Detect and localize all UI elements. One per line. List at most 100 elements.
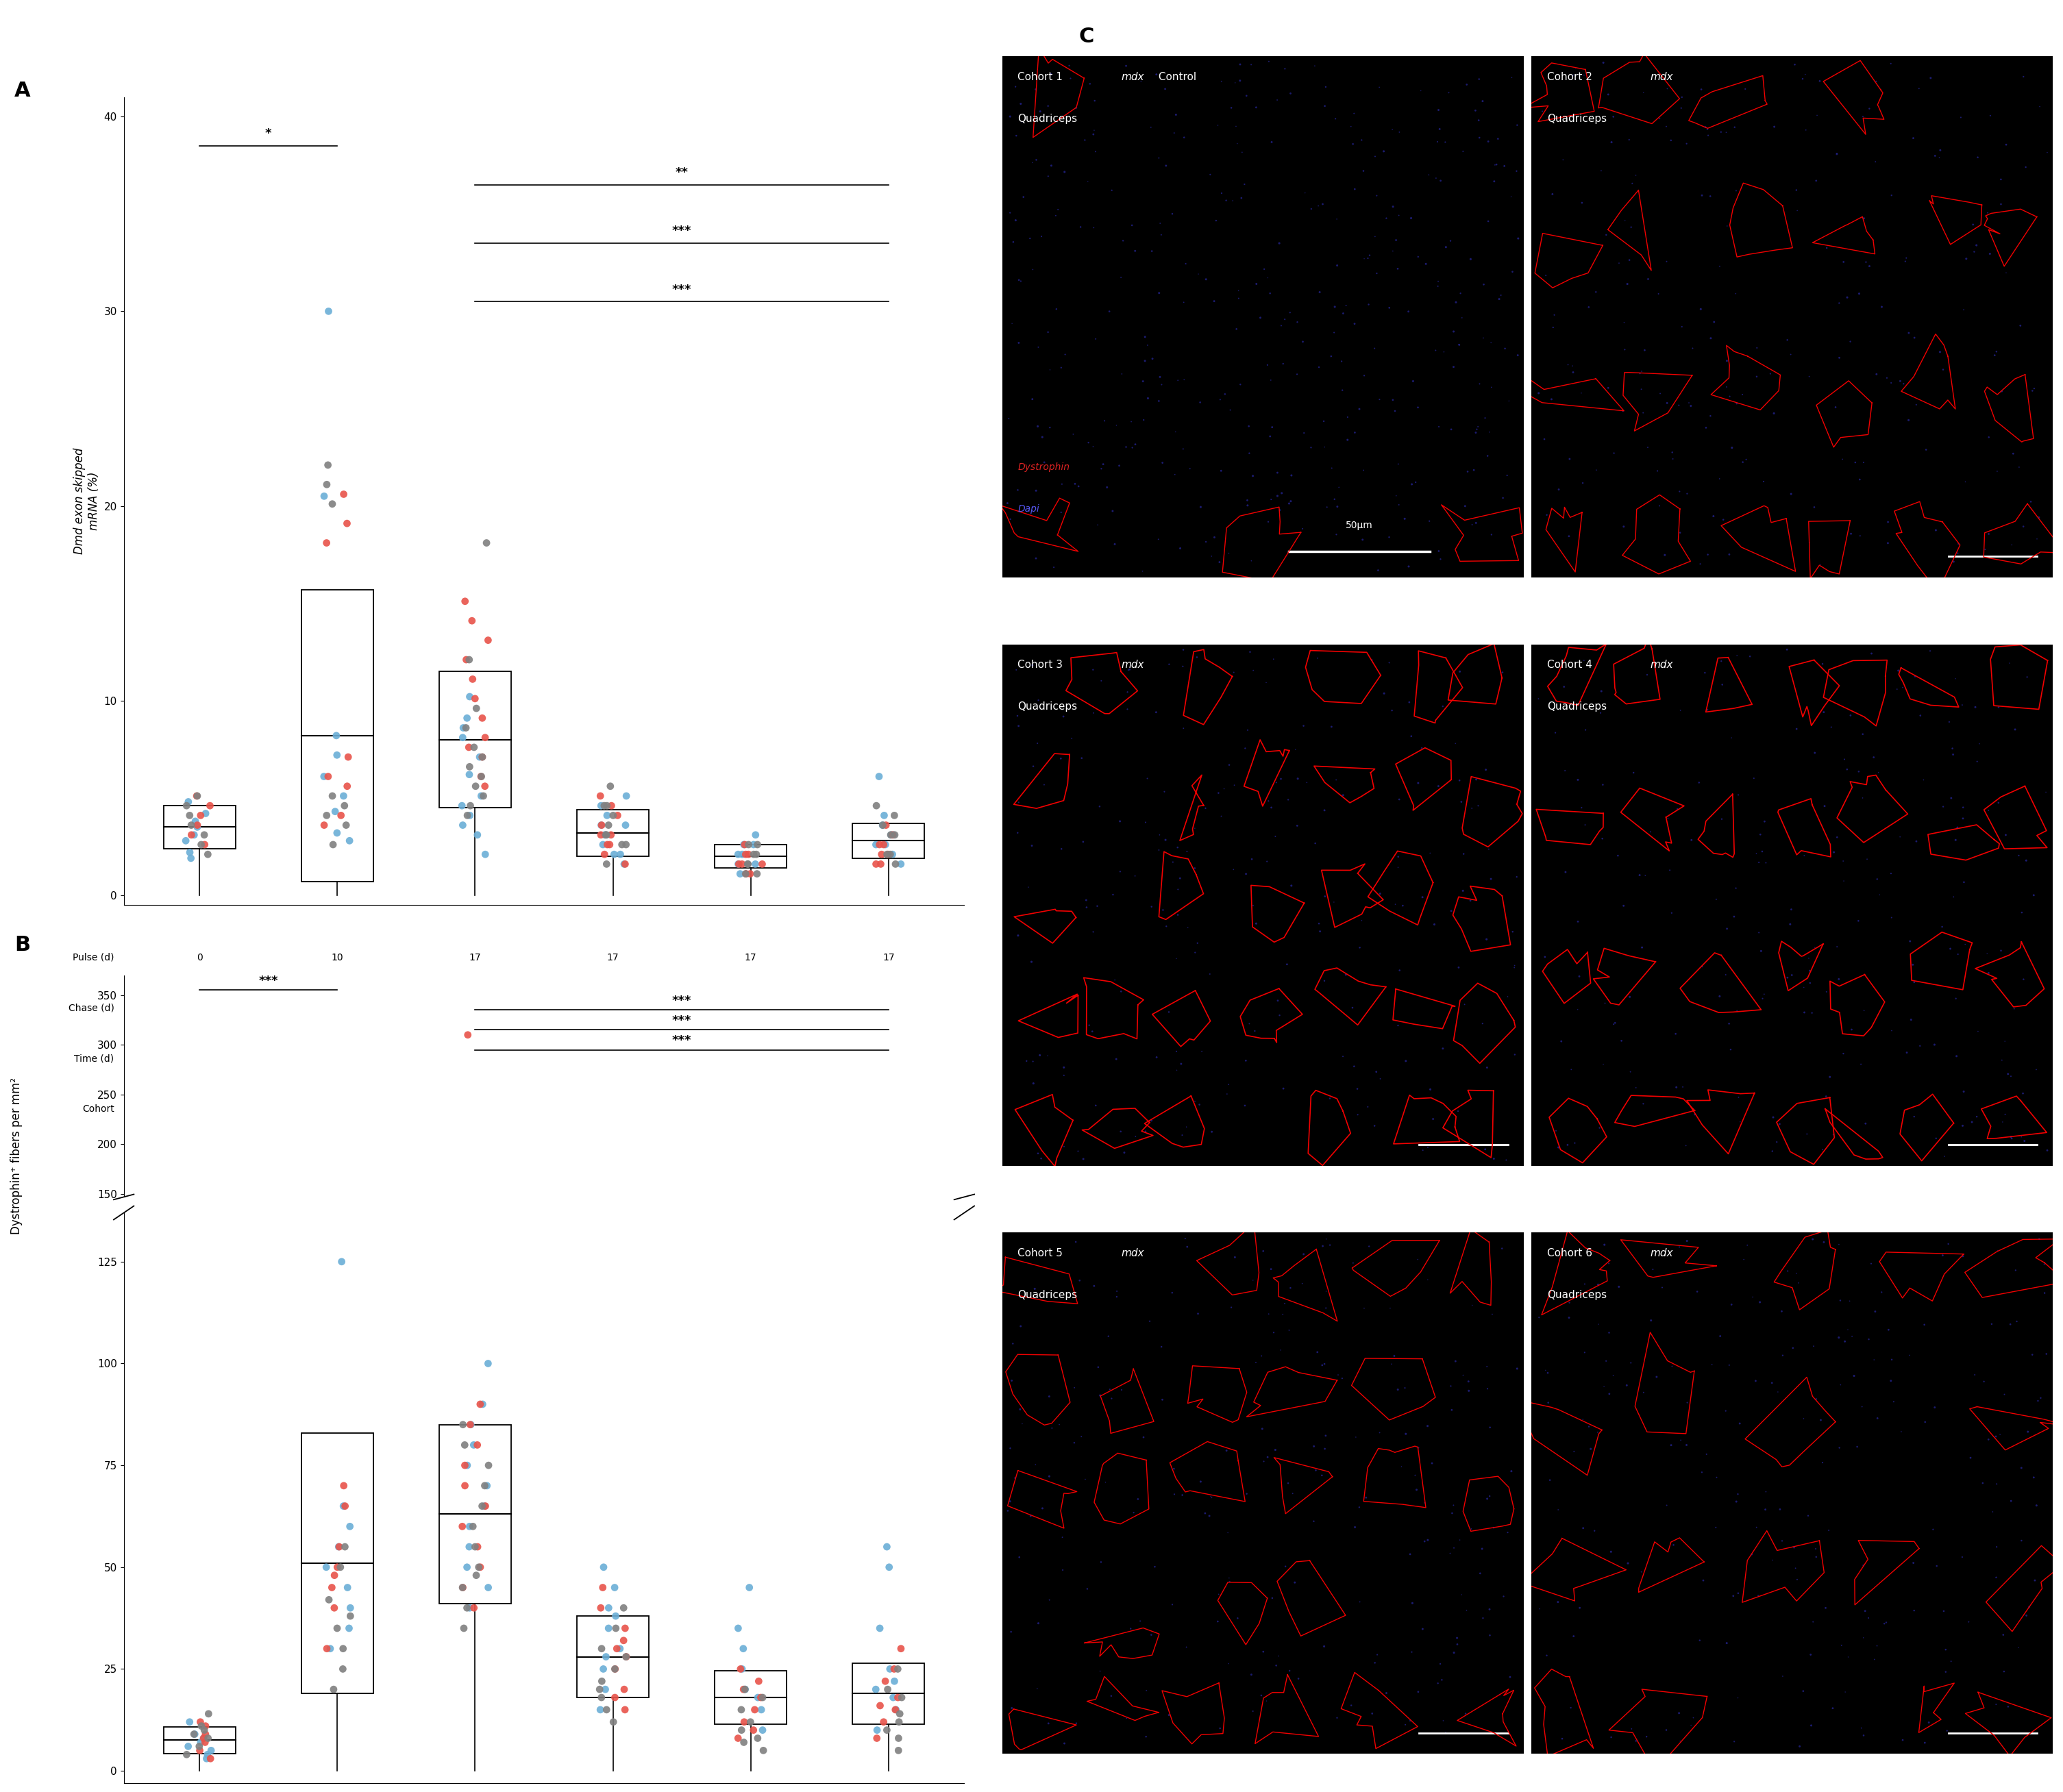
Point [1818, 1120, 1851, 1149]
Point [1591, 1346, 1624, 1374]
Point [1015, 948, 1048, 977]
Point [1001, 656, 1034, 685]
Point [883, 1708, 916, 1736]
Point [607, 1288, 640, 1317]
Point [1848, 1109, 1881, 1138]
Point [1463, 124, 1496, 152]
Text: 14: 14 [607, 1004, 619, 1012]
Point [1298, 52, 1331, 81]
Point [1170, 249, 1203, 278]
Point [173, 1317, 206, 1346]
Point [1407, 1136, 1440, 1165]
Text: C: C [1079, 27, 1093, 47]
Point [1619, 1073, 1652, 1102]
Point [320, 1615, 353, 1643]
Point [1219, 1244, 1252, 1272]
Point [1888, 369, 1921, 398]
Point [190, 1321, 223, 1349]
Point [1787, 973, 1820, 1002]
Point [2013, 487, 2046, 516]
Point [1104, 806, 1137, 835]
Point [1615, 213, 1648, 242]
Point [1065, 213, 1098, 242]
Point [588, 1308, 621, 1337]
Point [1890, 247, 1923, 276]
Point [1937, 740, 1970, 769]
Point [1700, 1462, 1733, 1491]
Point [1568, 647, 1601, 676]
Point [334, 1602, 367, 1631]
Point [1421, 267, 1454, 296]
Text: mdx: mdx [1120, 659, 1143, 670]
Point [1217, 658, 1250, 686]
Point [1700, 885, 1733, 914]
Point [745, 849, 778, 878]
Point [862, 1615, 895, 1643]
Point [309, 470, 342, 498]
Point [1341, 1100, 1374, 1129]
Point [1941, 539, 1974, 568]
Point [1919, 1030, 1952, 1059]
Point [1269, 1288, 1302, 1317]
Point [448, 1260, 481, 1288]
Point [1131, 383, 1164, 412]
Point [1019, 545, 1052, 573]
Point [739, 821, 772, 849]
Point [1820, 140, 1853, 168]
Point [1436, 1396, 1469, 1425]
Point [1927, 1242, 1960, 1271]
Point [866, 830, 899, 858]
Point [1452, 1376, 1485, 1405]
Point [1258, 1435, 1291, 1464]
Bar [301, 590, 373, 882]
Point [1807, 1228, 1840, 1256]
Point [1553, 444, 1586, 473]
Point [1382, 785, 1415, 814]
Bar [163, 806, 235, 848]
Point [1737, 763, 1770, 792]
Point [1844, 521, 1877, 550]
Point [460, 1430, 493, 1459]
Point [2016, 1340, 2049, 1369]
Point [1203, 1581, 1236, 1609]
Point [1859, 1297, 1892, 1326]
Point [609, 810, 642, 839]
Point [1040, 294, 1073, 323]
Point [1706, 670, 1739, 699]
Point [1974, 1310, 2007, 1339]
Point [871, 1532, 904, 1561]
Point [330, 1573, 363, 1602]
Point [1104, 857, 1137, 885]
Point [1360, 222, 1393, 251]
Point [446, 1285, 479, 1314]
Point [1446, 840, 1479, 869]
Point [448, 1294, 481, 1322]
Point [604, 830, 637, 858]
Point [722, 1615, 755, 1643]
Point [1273, 489, 1306, 518]
Point [1725, 1107, 1758, 1136]
Point [866, 810, 899, 839]
Point [1376, 1349, 1409, 1378]
Point [1335, 113, 1368, 142]
Point [1828, 1039, 1861, 1068]
Point [584, 1593, 617, 1622]
Point [1665, 82, 1698, 111]
Point [871, 1274, 904, 1303]
Point [188, 1724, 221, 1753]
Point [1265, 478, 1298, 507]
Point [1238, 656, 1271, 685]
Point [470, 1471, 503, 1500]
Text: ***: *** [673, 1034, 691, 1047]
Point [1060, 1710, 1093, 1738]
Point [182, 814, 215, 842]
Point [1327, 1364, 1360, 1392]
Point [877, 821, 910, 849]
Point [1494, 183, 1527, 211]
Point [1444, 1525, 1477, 1554]
Point [1824, 344, 1857, 373]
Point [1553, 1693, 1586, 1722]
Point [320, 819, 353, 848]
Point [1258, 823, 1291, 851]
Point [1147, 896, 1180, 925]
